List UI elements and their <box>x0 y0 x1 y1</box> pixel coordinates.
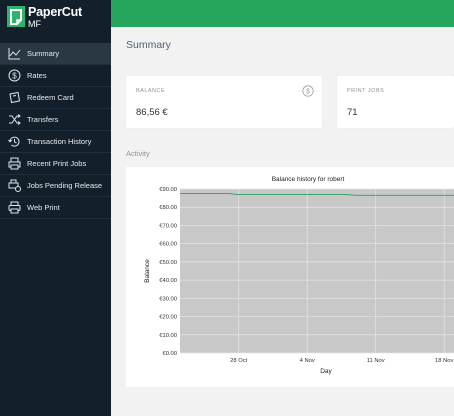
sidebar-item-summary[interactable]: Summary <box>0 43 111 65</box>
ticket-icon <box>8 91 21 104</box>
sidebar: PaperCut MF Summary $ Rates Redeem Card <box>0 0 111 416</box>
balance-series-line <box>180 193 454 196</box>
print-jobs-label: PRINT JOBS <box>347 88 385 94</box>
sidebar-item-transfers[interactable]: Transfers <box>0 109 111 131</box>
page-title: Summary <box>126 39 171 51</box>
sidebar-item-label: Web Print <box>27 203 60 212</box>
sidebar-item-jobs-pending-release[interactable]: Jobs Pending Release <box>0 175 111 197</box>
y-tick-label: €80.00 <box>159 205 177 211</box>
history-icon <box>8 135 21 148</box>
shuffle-icon <box>8 113 21 126</box>
y-tick-label: €30.00 <box>159 296 177 302</box>
x-axis-ticks: 28 Oct 4 Nov 11 Nov 18 Nov <box>230 358 453 364</box>
sidebar-item-transaction-history[interactable]: Transaction History <box>0 131 111 153</box>
x-axis-label: Day <box>320 368 332 375</box>
svg-text:$: $ <box>306 89 310 96</box>
sidebar-item-redeem-card[interactable]: Redeem Card <box>0 87 111 109</box>
sidebar-item-recent-print-jobs[interactable]: Recent Print Jobs <box>0 153 111 175</box>
balance-value: 86,56 € <box>136 107 168 118</box>
y-tick-label: €50.00 <box>159 260 177 266</box>
activity-label: Activity <box>126 149 150 158</box>
dollar-circle-icon: $ <box>8 69 21 82</box>
balance-card: BALANCE $ 86,56 € <box>126 76 322 128</box>
series-group <box>180 193 454 196</box>
logo-subtext: MF <box>28 19 41 29</box>
svg-text:$: $ <box>12 71 17 80</box>
y-axis-label: Balance <box>144 259 151 283</box>
print-jobs-icon <box>8 157 21 170</box>
sidebar-item-rates[interactable]: $ Rates <box>0 65 111 87</box>
top-bar <box>111 0 454 27</box>
sidebar-item-label: Transaction History <box>27 137 92 146</box>
papercut-logo-icon <box>7 6 25 27</box>
web-print-icon <box>8 201 21 214</box>
x-tick-label: 11 Nov <box>367 358 385 364</box>
y-axis-ticks: €0.00 €10.00 €20.00 €30.00 €40.00 €50.00 €60.0… <box>159 187 177 357</box>
balance-history-chart: Balance history for robert €0.00 €10.00 €2… <box>144 176 454 375</box>
plot-area <box>180 189 454 353</box>
sidebar-item-label: Recent Print Jobs <box>27 159 87 168</box>
y-tick-label: €40.00 <box>159 278 177 284</box>
balance-history-chart-card: Balance history for robert €0.00 €10.00 €2… <box>126 167 454 387</box>
line-chart-icon <box>8 47 21 60</box>
y-tick-label: €0.00 <box>162 351 177 357</box>
sidebar-item-web-print[interactable]: Web Print <box>0 197 111 219</box>
pending-release-icon <box>8 179 21 192</box>
sidebar-item-label: Summary <box>27 49 60 58</box>
x-tick-label: 18 Nov <box>435 358 453 364</box>
print-jobs-value: 71 <box>347 107 358 118</box>
y-tick-label: €20.00 <box>159 315 177 321</box>
logo-text: PaperCut <box>28 5 82 19</box>
sidebar-item-label: Rates <box>27 71 47 80</box>
dollar-circle-icon: $ <box>302 84 314 97</box>
y-tick-label: €90.00 <box>159 187 177 193</box>
x-tick-label: 28 Oct <box>230 358 247 364</box>
x-tick-label: 4 Nov <box>300 358 315 364</box>
sidebar-item-label: Redeem Card <box>27 93 74 102</box>
y-tick-label: €10.00 <box>159 333 177 339</box>
sidebar-item-label: Jobs Pending Release <box>27 181 103 190</box>
sidebar-nav: Summary $ Rates Redeem Card Transfers Tr… <box>0 43 111 219</box>
chart-title: Balance history for robert <box>272 176 345 183</box>
sidebar-item-label: Transfers <box>27 115 59 124</box>
y-tick-label: €70.00 <box>159 223 177 229</box>
balance-label: BALANCE <box>136 88 166 94</box>
print-jobs-card: PRINT JOBS 71 <box>337 76 454 128</box>
y-tick-label: €60.00 <box>159 242 177 248</box>
gridlines <box>180 188 454 354</box>
